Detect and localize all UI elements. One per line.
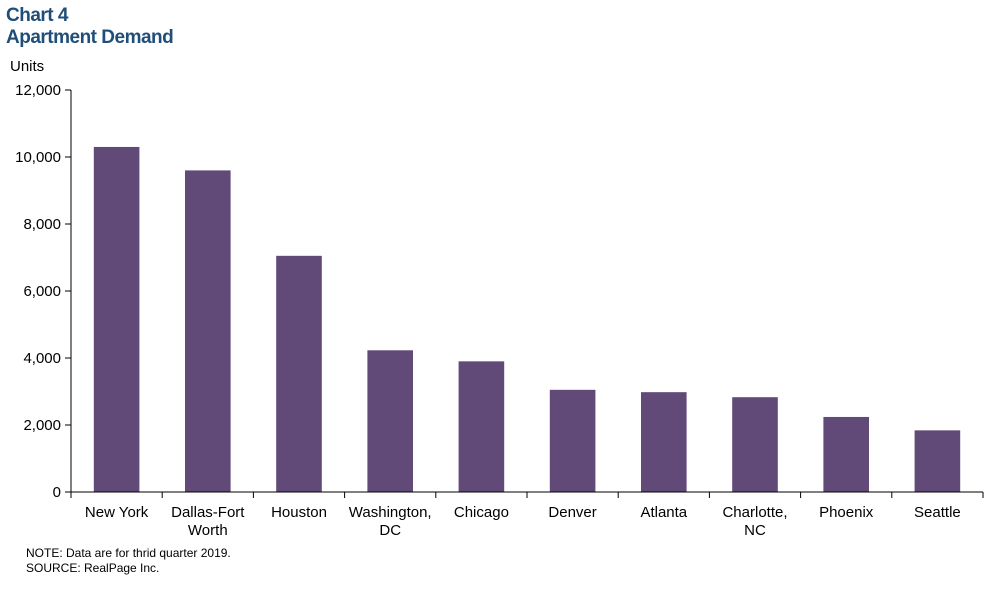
bar <box>276 255 322 492</box>
y-tick-label: 12,000 <box>15 82 61 99</box>
y-tick-label: 10,000 <box>15 149 61 166</box>
x-tick-label: Seattle <box>914 504 961 521</box>
x-tick-label-line: Seattle <box>914 504 961 521</box>
y-axis-label: Units <box>10 58 45 75</box>
bar <box>185 170 231 492</box>
source-text: SOURCE: RealPage Inc. <box>26 561 160 575</box>
bar <box>823 416 869 492</box>
chart-name: Apartment Demand <box>6 27 174 48</box>
x-tick-label-line: New York <box>85 504 149 521</box>
x-tick-label-line: NC <box>744 522 766 539</box>
x-tick-label-line: Atlanta <box>640 504 687 521</box>
x-tick-label-line: Denver <box>548 504 596 521</box>
bar <box>367 350 413 492</box>
x-tick-label-line: Dallas-Fort <box>171 504 245 521</box>
x-tick-label: Washington, DC <box>349 504 432 539</box>
x-tick-label-line: Houston <box>271 504 327 521</box>
bar <box>914 430 961 492</box>
y-tick-label: 4,000 <box>23 350 61 367</box>
y-tick-label: 2,000 <box>23 417 61 434</box>
x-tick-label: Atlanta <box>640 504 687 521</box>
x-tick-label: Phoenix <box>819 504 874 521</box>
bar <box>549 389 596 492</box>
bar <box>458 361 505 492</box>
bar <box>93 146 140 492</box>
x-tick-label: Dallas-Fort Worth <box>171 504 245 539</box>
x-tick-label: Chicago <box>454 504 509 521</box>
chart-title: Chart 4 Apartment Demand <box>6 5 174 49</box>
chart-number: Chart 4 <box>6 5 68 26</box>
x-tick-label-line: Phoenix <box>819 504 874 521</box>
x-tick-label: Houston <box>271 504 327 521</box>
x-tick-label-line: Charlotte, <box>722 504 787 521</box>
x-tick-label: Denver <box>548 504 596 521</box>
bar <box>732 397 778 492</box>
x-tick-label-line: Worth <box>188 522 228 539</box>
chart-notes: NOTE: Data are for thrid quarter 2019. S… <box>26 546 231 576</box>
y-tick-label: 8,000 <box>23 216 61 233</box>
x-tick-label-line: Washington, <box>349 504 432 521</box>
y-tick-label: 6,000 <box>23 283 61 300</box>
x-tick-label-line: Chicago <box>454 504 509 521</box>
note-text: NOTE: Data are for thrid quarter 2019. <box>26 546 231 560</box>
y-tick-label: 0 <box>53 484 61 501</box>
x-tick-label: New York <box>85 504 149 521</box>
x-tick-label-line: DC <box>379 522 401 539</box>
bar <box>641 392 687 492</box>
x-tick-label: Charlotte, NC <box>722 504 787 539</box>
